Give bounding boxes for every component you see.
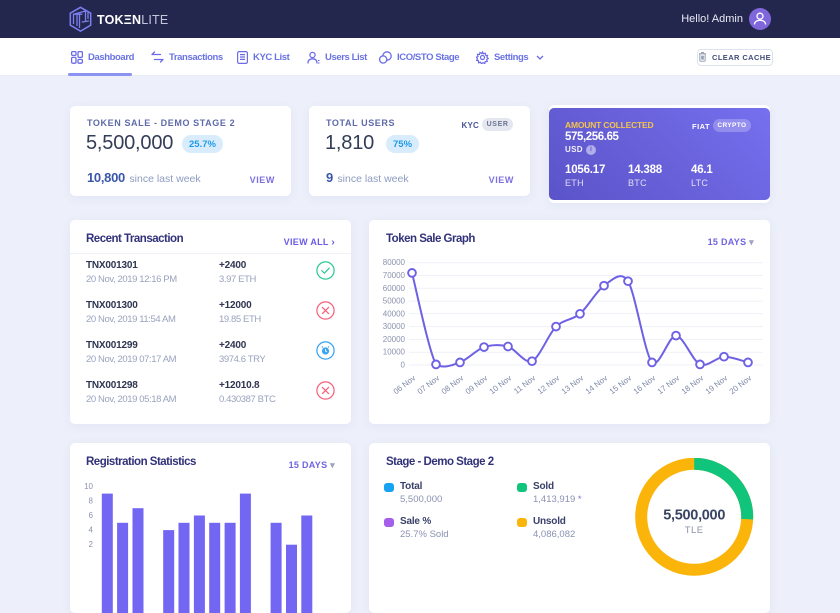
svg-text:6: 6 — [89, 511, 94, 520]
svg-text:17 Nov: 17 Nov — [656, 373, 682, 396]
svg-text:08 Nov: 08 Nov — [440, 373, 466, 396]
svg-text:14 Nov: 14 Nov — [584, 373, 610, 396]
svg-text:0: 0 — [401, 361, 406, 370]
svg-text:40000: 40000 — [383, 309, 406, 318]
svg-text:60000: 60000 — [383, 284, 406, 293]
svg-text:20000: 20000 — [383, 335, 406, 344]
svg-text:07 Nov: 07 Nov — [416, 373, 442, 396]
svg-text:09 Nov: 09 Nov — [464, 373, 490, 396]
svg-text:5,500,000: 5,500,000 — [663, 508, 725, 524]
svg-text:13 Nov: 13 Nov — [560, 373, 586, 396]
svg-text:20 Nov: 20 Nov — [728, 373, 754, 396]
svg-text:10: 10 — [84, 482, 93, 491]
svg-text:70000: 70000 — [383, 271, 406, 280]
svg-text:TLE: TLE — [685, 525, 704, 536]
svg-text:18 Nov: 18 Nov — [680, 373, 706, 396]
svg-text:15 Nov: 15 Nov — [608, 373, 634, 396]
svg-text:11 Nov: 11 Nov — [512, 373, 537, 395]
svg-text:30000: 30000 — [383, 322, 406, 331]
svg-text:10000: 10000 — [383, 348, 406, 357]
svg-text:19 Nov: 19 Nov — [704, 373, 730, 396]
svg-text:4: 4 — [89, 526, 94, 535]
svg-text:8: 8 — [89, 496, 94, 505]
svg-text:50000: 50000 — [383, 297, 406, 306]
svg-text:12 Nov: 12 Nov — [536, 373, 562, 396]
svg-text:2: 2 — [89, 540, 94, 549]
svg-text:80000: 80000 — [383, 258, 406, 267]
svg-text:10 Nov: 10 Nov — [488, 373, 514, 396]
svg-text:06 Nov: 06 Nov — [392, 373, 418, 396]
svg-text:16 Nov: 16 Nov — [632, 373, 658, 396]
